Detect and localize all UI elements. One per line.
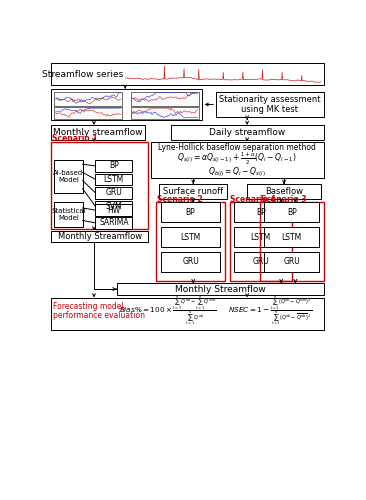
Text: BP: BP — [186, 208, 195, 217]
FancyBboxPatch shape — [117, 284, 324, 295]
Text: Scenario 4: Scenario 4 — [231, 195, 276, 204]
Text: GRU: GRU — [105, 188, 122, 198]
Text: Lyne-Hollick baseflow separation method: Lyne-Hollick baseflow separation method — [158, 143, 316, 152]
Text: Forecasting model: Forecasting model — [53, 302, 123, 311]
Text: Stationarity assessment
using MK test: Stationarity assessment using MK test — [219, 95, 321, 114]
Text: $Q_{s(i)}=\alpha Q_{s(i-1)}+\frac{1+\alpha}{2}(Q_i-Q_{i-1})$: $Q_{s(i)}=\alpha Q_{s(i-1)}+\frac{1+\alp… — [178, 151, 297, 168]
FancyBboxPatch shape — [54, 92, 122, 106]
Text: $Q_{b(i)}=Q_i-Q_{s(i)}$: $Q_{b(i)}=Q_i-Q_{s(i)}$ — [208, 164, 266, 178]
FancyBboxPatch shape — [264, 202, 320, 222]
Text: Daily streamflow: Daily streamflow — [209, 128, 285, 137]
FancyBboxPatch shape — [171, 125, 324, 140]
FancyBboxPatch shape — [216, 92, 324, 116]
FancyBboxPatch shape — [234, 252, 288, 272]
FancyBboxPatch shape — [96, 217, 132, 228]
FancyBboxPatch shape — [54, 202, 83, 226]
FancyBboxPatch shape — [96, 160, 132, 172]
Text: LSTM: LSTM — [251, 232, 271, 241]
FancyBboxPatch shape — [264, 227, 320, 247]
Text: SVM: SVM — [105, 202, 122, 211]
Text: Scenario 1: Scenario 1 — [52, 134, 98, 143]
FancyBboxPatch shape — [247, 184, 321, 198]
Text: $NSEC=1-\frac{\sum_{t=1}^{n}(Q^{ob}-Q^{sim})^2}{\sum_{t=1}^{n}(Q^{ob}-\overline{: $NSEC=1-\frac{\sum_{t=1}^{n}(Q^{ob}-Q^{s… — [228, 294, 312, 326]
Text: Surface runoff: Surface runoff — [163, 187, 223, 196]
FancyBboxPatch shape — [234, 227, 288, 247]
Text: BP: BP — [287, 208, 297, 217]
Text: Streamflow series: Streamflow series — [42, 70, 123, 78]
FancyBboxPatch shape — [96, 204, 132, 216]
FancyBboxPatch shape — [161, 227, 220, 247]
Text: Monthly streamflow: Monthly streamflow — [53, 128, 143, 137]
Text: HW: HW — [107, 206, 120, 214]
Text: Scenario 3: Scenario 3 — [261, 195, 306, 204]
FancyBboxPatch shape — [51, 63, 324, 85]
Text: performance evaluation: performance evaluation — [53, 310, 145, 320]
FancyBboxPatch shape — [161, 202, 220, 222]
Text: LSTM: LSTM — [282, 232, 302, 241]
FancyBboxPatch shape — [54, 107, 122, 118]
FancyBboxPatch shape — [96, 187, 132, 198]
FancyBboxPatch shape — [159, 184, 227, 198]
FancyBboxPatch shape — [131, 92, 199, 106]
FancyBboxPatch shape — [131, 107, 199, 118]
FancyBboxPatch shape — [54, 160, 83, 193]
Text: Scenario 2: Scenario 2 — [157, 195, 202, 204]
FancyBboxPatch shape — [51, 89, 202, 120]
FancyBboxPatch shape — [96, 174, 132, 185]
Text: LSTM: LSTM — [104, 175, 124, 184]
FancyBboxPatch shape — [161, 252, 220, 272]
Text: Monthly Streamflow: Monthly Streamflow — [57, 232, 142, 241]
Text: GRU: GRU — [182, 257, 199, 266]
FancyBboxPatch shape — [264, 252, 320, 272]
FancyBboxPatch shape — [96, 200, 132, 212]
Text: $Bias\%=100\times\frac{\sum_{t=1}^{n}Q^{ob}-\sum_{t=1}^{n}Q^{sim}}{\sum_{t=1}^{n: $Bias\%=100\times\frac{\sum_{t=1}^{n}Q^{… — [119, 294, 217, 326]
FancyBboxPatch shape — [234, 202, 288, 222]
FancyBboxPatch shape — [51, 230, 148, 242]
Text: Monthly Streamflow: Monthly Streamflow — [175, 284, 266, 294]
Text: BP: BP — [109, 162, 119, 170]
Text: BP: BP — [256, 208, 266, 217]
Text: GRU: GRU — [253, 257, 269, 266]
Text: SARIMA: SARIMA — [99, 218, 128, 228]
Text: Statistical
Model: Statistical Model — [51, 208, 86, 220]
FancyBboxPatch shape — [151, 142, 324, 178]
Text: AI-based
Model: AI-based Model — [53, 170, 83, 183]
Text: LSTM: LSTM — [180, 232, 201, 241]
Text: GRU: GRU — [283, 257, 300, 266]
FancyBboxPatch shape — [51, 298, 324, 330]
Text: Baseflow: Baseflow — [265, 187, 303, 196]
FancyBboxPatch shape — [51, 125, 145, 140]
